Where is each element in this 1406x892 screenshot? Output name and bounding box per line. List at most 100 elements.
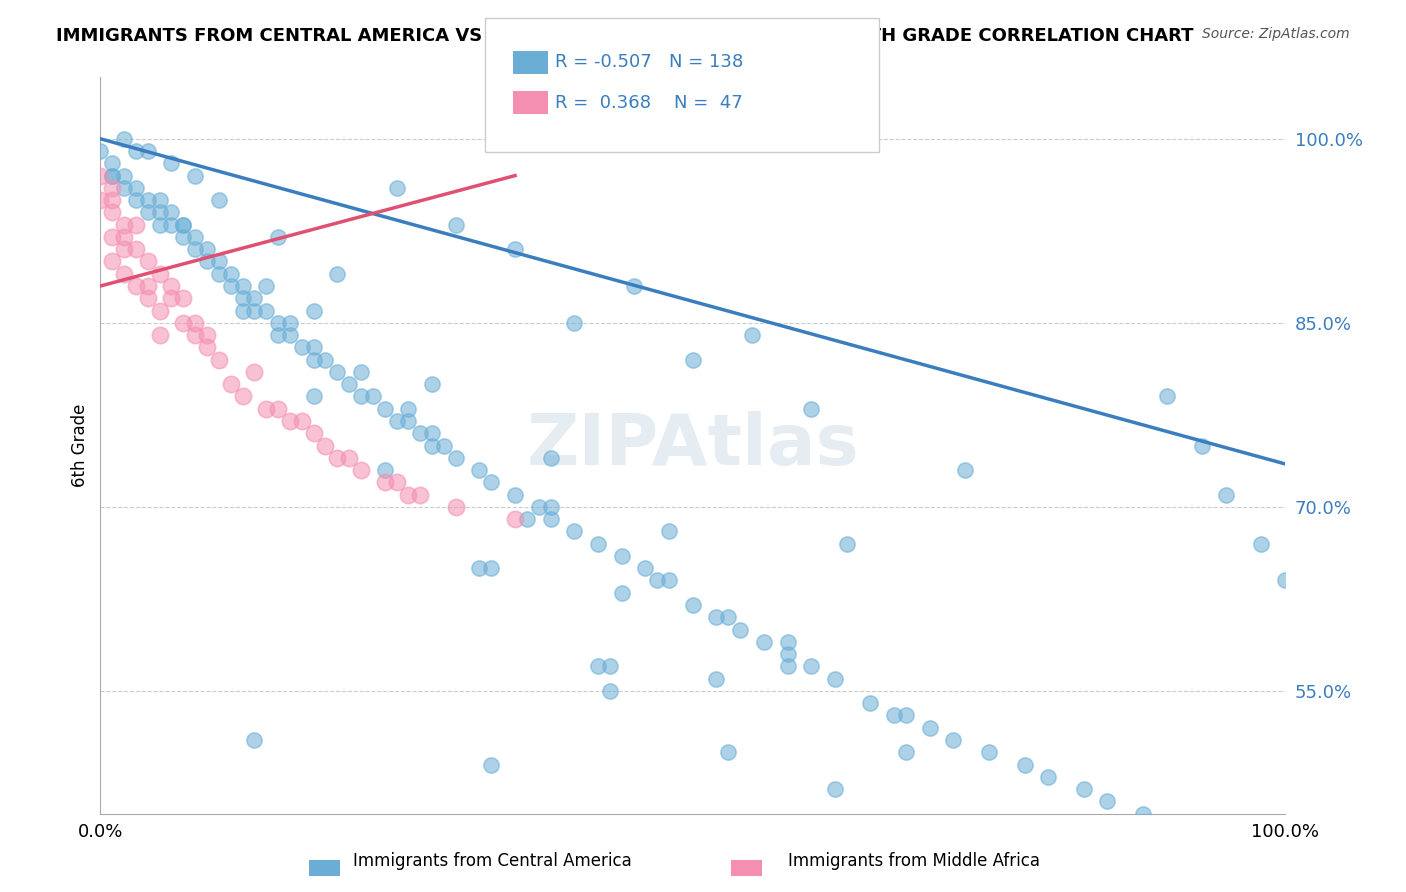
Point — [634, 561, 657, 575]
Point — [1274, 574, 1296, 588]
Point — [243, 733, 266, 747]
Text: Source: ZipAtlas.com: Source: ZipAtlas.com — [1202, 27, 1350, 41]
Point — [444, 500, 467, 514]
Point — [101, 156, 124, 170]
Point — [706, 610, 728, 624]
Point — [112, 181, 135, 195]
Point — [658, 574, 681, 588]
Point — [112, 242, 135, 256]
Point — [291, 340, 314, 354]
Point — [610, 549, 633, 563]
Point — [599, 684, 621, 698]
Point — [231, 389, 253, 403]
Point — [125, 144, 148, 158]
Point — [172, 230, 194, 244]
Text: IMMIGRANTS FROM CENTRAL AMERICA VS IMMIGRANTS FROM MIDDLE AFRICA 6TH GRADE CORRE: IMMIGRANTS FROM CENTRAL AMERICA VS IMMIG… — [56, 27, 1194, 45]
Point — [195, 340, 218, 354]
Point — [977, 745, 1000, 759]
Point — [776, 659, 799, 673]
Point — [125, 218, 148, 232]
Point — [824, 672, 846, 686]
Point — [101, 193, 124, 207]
Point — [326, 365, 349, 379]
Point — [326, 267, 349, 281]
Point — [586, 536, 609, 550]
Point — [610, 586, 633, 600]
Point — [278, 414, 301, 428]
Point — [160, 291, 183, 305]
Point — [385, 414, 408, 428]
Point — [396, 487, 419, 501]
Point — [658, 524, 681, 539]
Point — [243, 303, 266, 318]
Point — [302, 340, 325, 354]
Point — [800, 401, 823, 416]
Point — [112, 218, 135, 232]
Point — [160, 218, 183, 232]
Point — [800, 659, 823, 673]
Point — [302, 352, 325, 367]
Point — [503, 242, 526, 256]
Point — [267, 401, 290, 416]
Point — [374, 475, 396, 490]
Point — [125, 242, 148, 256]
Point — [101, 230, 124, 244]
Point — [136, 279, 159, 293]
Point — [243, 291, 266, 305]
Point — [942, 733, 965, 747]
Point — [302, 426, 325, 441]
Point — [195, 242, 218, 256]
Point — [184, 328, 207, 343]
Point — [859, 696, 882, 710]
Point — [149, 267, 172, 281]
Point — [396, 414, 419, 428]
Point — [219, 267, 242, 281]
Point — [350, 389, 373, 403]
Point — [314, 352, 336, 367]
Point — [184, 169, 207, 183]
Point — [562, 524, 585, 539]
Point — [278, 328, 301, 343]
Text: R =  0.368    N =  47: R = 0.368 N = 47 — [555, 94, 744, 112]
Point — [149, 193, 172, 207]
Point — [208, 267, 231, 281]
Point — [623, 279, 645, 293]
Point — [136, 144, 159, 158]
Y-axis label: 6th Grade: 6th Grade — [72, 404, 89, 487]
Point — [741, 328, 763, 343]
Point — [444, 450, 467, 465]
Point — [172, 291, 194, 305]
Point — [479, 475, 502, 490]
Point — [195, 328, 218, 343]
Point — [516, 512, 538, 526]
Point — [717, 610, 740, 624]
Point — [990, 819, 1012, 833]
Point — [1156, 389, 1178, 403]
Point — [267, 328, 290, 343]
Point — [101, 254, 124, 268]
Point — [776, 635, 799, 649]
Point — [599, 659, 621, 673]
Point — [254, 303, 277, 318]
Point — [433, 438, 456, 452]
Point — [409, 426, 432, 441]
Point — [444, 218, 467, 232]
Point — [136, 205, 159, 219]
Point — [409, 487, 432, 501]
Point — [503, 512, 526, 526]
Point — [955, 463, 977, 477]
Point — [267, 230, 290, 244]
Point — [824, 782, 846, 797]
Text: Immigrants from Central America: Immigrants from Central America — [353, 852, 631, 870]
Point — [89, 193, 111, 207]
Point — [682, 352, 704, 367]
Point — [503, 487, 526, 501]
Point — [195, 254, 218, 268]
Point — [219, 279, 242, 293]
Point — [540, 500, 562, 514]
Point — [172, 316, 194, 330]
Point — [254, 279, 277, 293]
Point — [586, 659, 609, 673]
Point — [101, 205, 124, 219]
Point — [706, 672, 728, 686]
